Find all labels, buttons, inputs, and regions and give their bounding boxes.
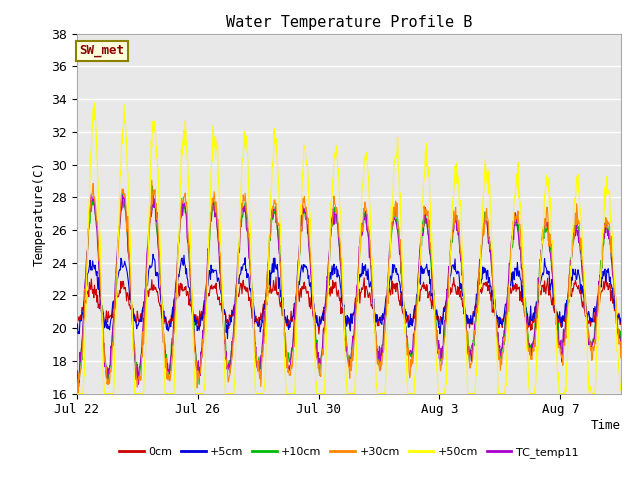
Title: Water Temperature Profile B: Water Temperature Profile B bbox=[226, 15, 472, 30]
Text: Time: Time bbox=[591, 419, 621, 432]
Y-axis label: Temperature(C): Temperature(C) bbox=[33, 161, 45, 266]
Text: SW_met: SW_met bbox=[79, 44, 125, 58]
Legend: 0cm, +5cm, +10cm, +30cm, +50cm, TC_temp11: 0cm, +5cm, +10cm, +30cm, +50cm, TC_temp1… bbox=[115, 443, 582, 462]
